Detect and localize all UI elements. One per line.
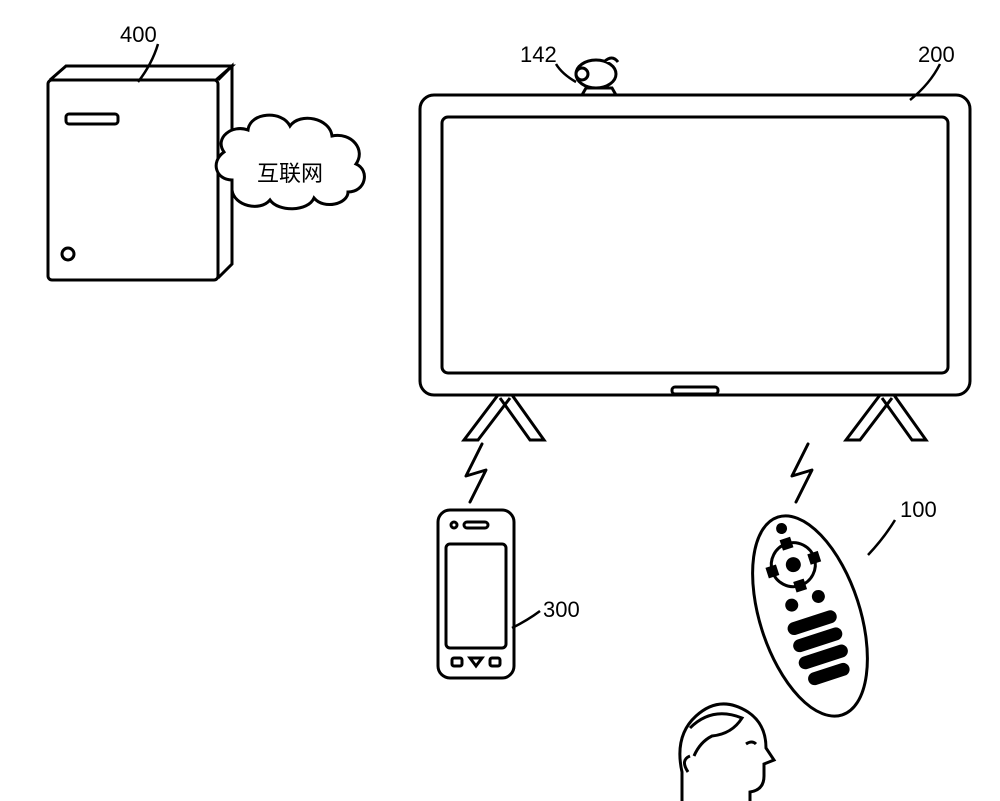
label-tv: 200 <box>918 42 955 68</box>
webcam <box>576 58 618 95</box>
user-head <box>680 704 774 801</box>
label-remote: 100 <box>900 497 937 523</box>
smartphone <box>438 510 514 678</box>
television <box>420 95 970 440</box>
diagram-stage: 400 142 200 300 100 互联网 <box>0 0 1000 801</box>
cloud-label: 互联网 <box>257 156 323 188</box>
remote-control <box>730 502 889 731</box>
label-camera: 142 <box>520 42 557 68</box>
diagram-svg <box>0 0 1000 801</box>
label-phone: 300 <box>543 597 580 623</box>
wireless-bolt-phone <box>466 444 486 502</box>
wireless-bolt-remote <box>792 444 812 502</box>
label-server: 400 <box>120 22 157 48</box>
server-pc <box>48 66 232 280</box>
